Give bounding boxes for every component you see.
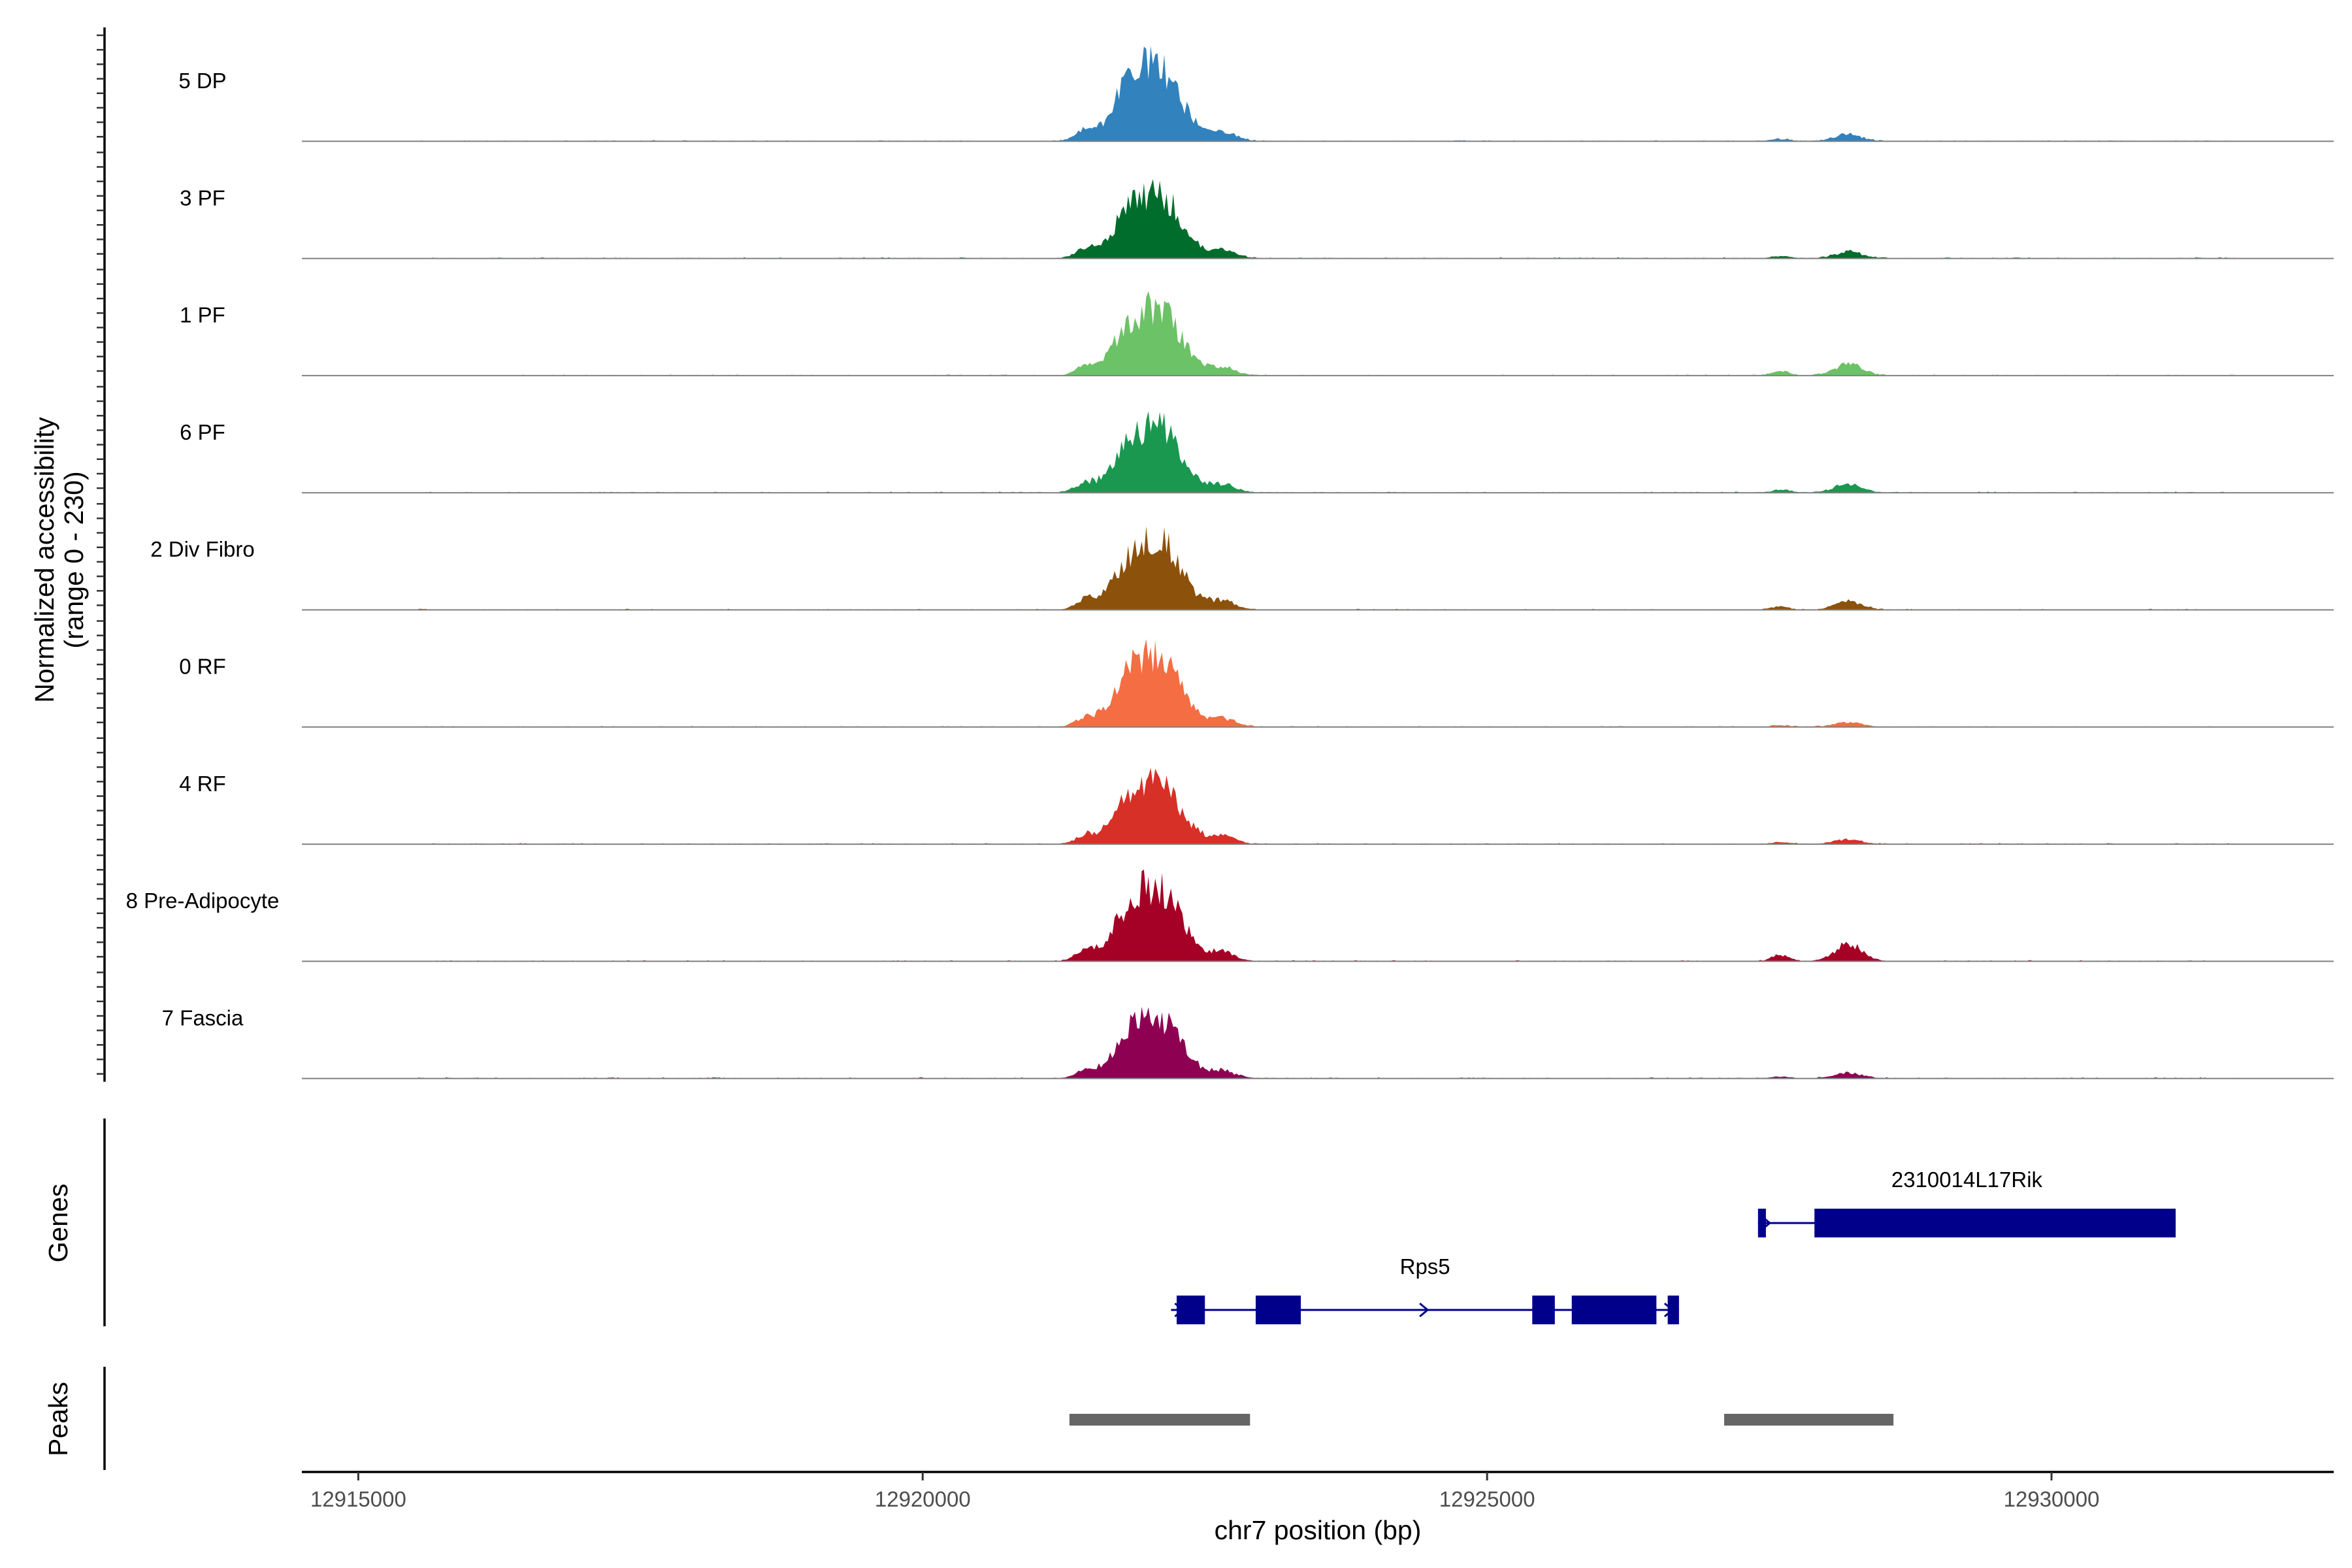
x-tick-label: 12930000 — [2004, 1487, 2100, 1511]
track-6: 4 RF — [179, 768, 2334, 845]
gene-exon — [1532, 1296, 1555, 1324]
track-label: 7 Fascia — [162, 1005, 244, 1030]
track-coverage-area — [302, 768, 2334, 845]
track-coverage-area — [302, 639, 2334, 727]
y-axis-title-line2: (range 0 - 230) — [59, 471, 89, 648]
track-2: 1 PF — [180, 291, 2334, 376]
gene-1: Rps5 — [1171, 1254, 1679, 1324]
track-coverage-area — [302, 870, 2334, 962]
track-coverage-area — [302, 526, 2334, 610]
track-0: 5 DP — [178, 46, 2334, 142]
gene-strand-arrow — [1419, 1302, 1429, 1318]
track-7: 8 Pre-Adipocyte — [126, 870, 2334, 962]
gene-exon — [1757, 1209, 1766, 1237]
x-axis: 12915000 12920000 12925000 12930000 — [310, 1472, 2099, 1511]
gene-0: 2310014L17Rik — [1757, 1168, 2176, 1237]
gene-exon — [1667, 1296, 1679, 1324]
track-label: 5 DP — [178, 69, 226, 93]
track-label: 6 PF — [180, 420, 225, 444]
x-tick-label: 12915000 — [310, 1487, 406, 1511]
peaks-track — [1069, 1414, 1894, 1426]
x-tick-label: 12920000 — [875, 1487, 971, 1511]
gene-label: Rps5 — [1400, 1254, 1450, 1279]
gene-annotation-track: 2310014L17Rik Rps5 — [1171, 1168, 2176, 1324]
track-3: 6 PF — [180, 411, 2334, 494]
track-label: 0 RF — [179, 655, 226, 679]
gene-exon — [1255, 1296, 1301, 1324]
gene-label: 2310014L17Rik — [1891, 1168, 2043, 1192]
track-coverage-area — [302, 46, 2334, 142]
y-axis-title-line1: Normalized accessibility — [29, 417, 59, 703]
x-tick-label: 12925000 — [1439, 1487, 1535, 1511]
track-8: 7 Fascia — [162, 1005, 2334, 1079]
peaks-panel-title: Peaks — [43, 1382, 73, 1456]
y-axis — [97, 27, 106, 1082]
gene-exon — [1571, 1296, 1657, 1324]
genes-panel-title: Genes — [43, 1184, 73, 1263]
track-1: 3 PF — [180, 179, 2334, 259]
peak-region — [1724, 1414, 1894, 1426]
track-label: 8 Pre-Adipocyte — [126, 889, 280, 913]
x-axis-title: chr7 position (bp) — [1215, 1515, 1422, 1545]
track-4: 2 Div Fibro — [150, 526, 2334, 611]
track-label: 2 Div Fibro — [150, 537, 255, 561]
track-5: 0 RF — [179, 639, 2334, 728]
gene-exon — [1814, 1209, 2176, 1237]
track-coverage-area — [302, 1007, 2334, 1079]
track-coverage-area — [302, 291, 2334, 376]
peak-region — [1069, 1414, 1250, 1426]
coverage-tracks: 5 DP 3 PF 1 PF 6 PF 2 Div Fibro 0 RF 4 RF 8 Pre… — [126, 46, 2334, 1079]
gene-exon — [1177, 1296, 1205, 1324]
track-coverage-area — [302, 411, 2334, 493]
track-label: 4 RF — [179, 772, 226, 796]
track-label: 1 PF — [180, 303, 225, 327]
track-label: 3 PF — [180, 186, 225, 210]
track-coverage-area — [302, 179, 2334, 259]
